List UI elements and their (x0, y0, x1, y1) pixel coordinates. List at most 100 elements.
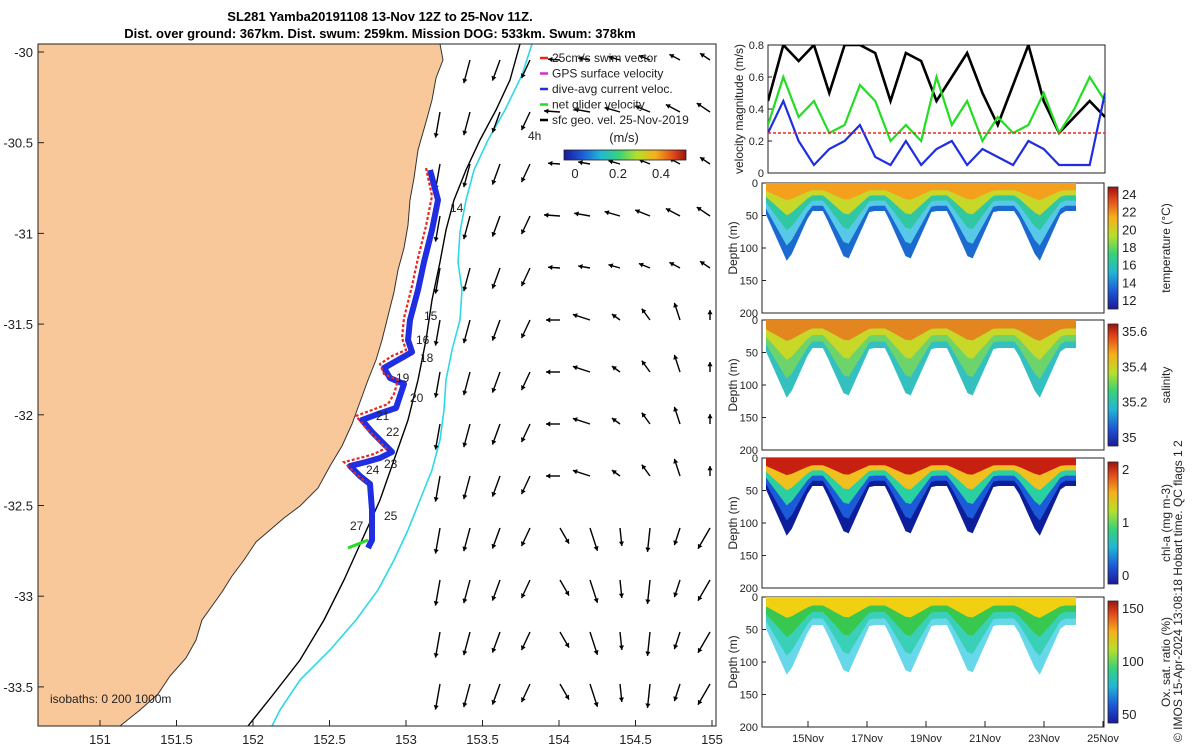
velocity-arrowhead (491, 439, 497, 445)
velocity-arrowhead (491, 127, 497, 133)
profile-colorbar-label: chl-a (mg m-3) (1159, 484, 1173, 562)
profile-colorbar-tick: 35.2 (1122, 395, 1147, 410)
profile-colorbar (1107, 323, 1119, 447)
lat-tick-label: -33.5 (3, 680, 33, 695)
velocity-arrowhead (665, 208, 671, 213)
day-label: 15 (424, 309, 438, 323)
velocity-arrowhead (673, 354, 679, 360)
velocity-arrowhead (669, 262, 675, 267)
velocity-arrowhead (707, 310, 713, 315)
velocity-arrowhead (665, 104, 671, 109)
lat-tick-label: -32.5 (3, 499, 33, 514)
velocity-ytick-label: 0.4 (749, 104, 764, 116)
time-tick-label: 19Nov (910, 733, 942, 745)
velocity-arrowhead (564, 590, 570, 596)
velocity-arrowhead (521, 125, 526, 131)
velocity-arrowhead (618, 541, 624, 546)
velocity-arrowhead (707, 362, 713, 367)
lon-tick-label: 151.5 (160, 732, 193, 747)
velocity-arrowhead (645, 547, 651, 552)
velocity-arrowhead (548, 56, 553, 63)
profile-colorbar (1107, 600, 1119, 724)
velocity-arrowhead (462, 442, 468, 448)
velocity-arrowhead (521, 437, 526, 443)
velocity-series-line (768, 45, 1105, 136)
legend-label: dive-avg current veloc. (552, 82, 673, 96)
velocity-arrowhead (433, 548, 439, 554)
title-line-2: Dist. over ground: 367km. Dist. swum: 25… (124, 26, 636, 41)
velocity-arrow (434, 111, 441, 138)
profile-ytick-label: 100 (740, 380, 758, 392)
velocity-arrowhead (491, 335, 497, 341)
lon-tick-label: 153.5 (466, 732, 499, 747)
profile-colorbar-tick: 12 (1122, 293, 1136, 308)
velocity-arrowhead (546, 421, 551, 427)
profile-ytick-label: 0 (752, 592, 758, 604)
velocity-arrowhead (697, 595, 703, 601)
profile-ytick-label: 150 (740, 276, 758, 288)
velocity-arrowhead (521, 697, 526, 703)
velocity-arrowhead (673, 592, 679, 598)
velocity-arrowhead (462, 78, 468, 84)
time-tick-label: 25Nov (1087, 733, 1119, 745)
velocity-arrowhead (618, 645, 624, 650)
velocity-arrowhead (521, 281, 526, 287)
velocity-arrowhead (641, 308, 647, 314)
day-label: 18 (420, 351, 434, 365)
velocity-arrow (434, 215, 441, 242)
day-label: 19 (396, 371, 410, 385)
velocity-ytick-label: 0.8 (749, 40, 764, 52)
legend-label: net glider velocity (552, 98, 645, 112)
velocity-arrowhead (433, 496, 439, 502)
velocity-arrowhead (641, 412, 647, 418)
profile-ytick-label: 100 (740, 657, 758, 669)
velocity-arrowhead (433, 132, 439, 138)
profile-colorbar-label: salinity (1159, 367, 1173, 404)
velocity-series-line (768, 72, 1105, 144)
velocity-arrowhead (673, 644, 679, 650)
velocity-arrowhead (462, 338, 468, 344)
velocity-arrowhead (491, 179, 497, 185)
velocity-arrowhead (433, 704, 439, 710)
velocity-arrowhead (611, 470, 617, 475)
velocity-arrowhead (593, 649, 599, 655)
map-lon-axis: 151 151.5 152 152.5 153 153.5 154 154.5 155 (89, 720, 723, 747)
velocity-arrowhead (491, 283, 497, 289)
lon-tick-label: 154 (548, 732, 570, 747)
velocity-arrowhead (578, 56, 583, 62)
velocity-arrowhead (491, 595, 497, 601)
profile-band (766, 597, 1076, 618)
velocity-arrowhead (433, 288, 439, 294)
time-tick-label: 23Nov (1028, 733, 1060, 745)
velocity-arrowhead (433, 652, 439, 658)
velocity-arrowhead (673, 696, 679, 702)
time-marker: 4h (528, 129, 541, 143)
day-label: 25 (384, 509, 398, 523)
velocity-arrowhead (645, 651, 651, 656)
profile-panel-2: 35.6 35.4 35.2 35 salinity 0 50 100 150 200 Depth … (726, 315, 1173, 457)
velocity-arrowhead (521, 73, 526, 79)
velocity-arrowhead (462, 182, 468, 188)
velocity-arrowhead (574, 211, 579, 217)
profile-panel-4: 150 100 50 Ox. sat. ratio (%) 0 50 100 150 200 De… (726, 592, 1173, 734)
profile-colorbar-tick: 50 (1122, 707, 1136, 722)
velocity-arrowhead (462, 546, 468, 552)
velocity-arrowhead (564, 642, 570, 648)
velocity-arrowhead (521, 229, 526, 235)
velocity-arrow (434, 683, 441, 710)
day-label: 24 (366, 463, 380, 477)
profile-ylabel: Depth (m) (726, 221, 740, 274)
velocity-arrowhead (462, 390, 468, 396)
profile-ylabel: Depth (m) (726, 358, 740, 411)
velocity-arrowhead (611, 418, 617, 423)
velocity-arrow (434, 423, 441, 450)
velocity-arrowhead (673, 458, 679, 464)
day-label: 20 (410, 391, 424, 405)
velocity-arrowhead (462, 234, 468, 240)
velocity-arrowhead (521, 333, 526, 339)
velocity-arrowhead (697, 543, 703, 549)
velocity-arrowhead (618, 697, 624, 702)
profile-colorbar-tick: 0 (1122, 568, 1129, 583)
